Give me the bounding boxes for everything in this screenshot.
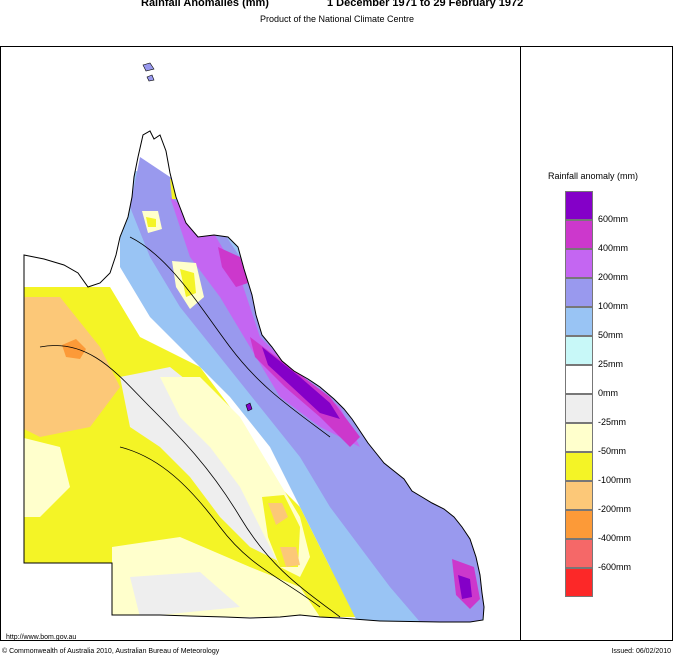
legend-tick-label: 100mm <box>598 301 629 311</box>
legend-tick-label: 600mm <box>598 214 629 224</box>
legend-swatch <box>565 423 593 452</box>
legend-swatch <box>565 394 593 423</box>
legend-swatch <box>565 336 593 365</box>
issued-date: Issued: 06/02/2010 <box>611 648 671 655</box>
legend-tick-label: 25mm <box>598 359 624 369</box>
legend-swatch <box>565 307 593 336</box>
chart-title-period: 1 December 1971 to 29 February 1972 <box>327 0 524 9</box>
legend-tick-label: 200mm <box>598 272 629 282</box>
legend-swatch <box>565 452 593 481</box>
queensland-rainfall-map <box>23 62 485 623</box>
legend-swatch <box>565 249 593 278</box>
chart-title-left: Rainfall Anomalies (mm) <box>141 0 269 9</box>
legend-title: Rainfall anomaly (mm) <box>548 171 639 181</box>
legend-swatch <box>565 568 593 597</box>
legend-swatch <box>565 510 593 539</box>
map-frame <box>0 46 673 641</box>
legend-swatch <box>565 220 593 249</box>
legend-swatch <box>565 191 593 220</box>
legend-tick-label: 400mm <box>598 243 629 253</box>
chart-subtitle: Product of the National Climate Centre <box>259 14 415 24</box>
legend-swatch <box>565 278 593 307</box>
legend-tick-label: -50mm <box>598 446 627 456</box>
legend-tick-label: -200mm <box>598 504 632 514</box>
legend-tick-label: 0mm <box>598 388 618 398</box>
source-url: http://www.bom.gov.au <box>6 634 77 641</box>
legend-swatch <box>565 365 593 394</box>
copyright-notice: © Commonwealth of Australia 2010, Austra… <box>2 648 220 655</box>
frame-divider <box>520 46 521 641</box>
legend-tick-label: -25mm <box>598 417 627 427</box>
legend-swatch <box>565 481 593 510</box>
legend-tick-label: 50mm <box>598 330 624 340</box>
legend-swatch <box>565 539 593 568</box>
legend-tick-label: -100mm <box>598 475 632 485</box>
legend-tick-label: -400mm <box>598 533 632 543</box>
legend-tick-label: -600mm <box>598 562 632 572</box>
